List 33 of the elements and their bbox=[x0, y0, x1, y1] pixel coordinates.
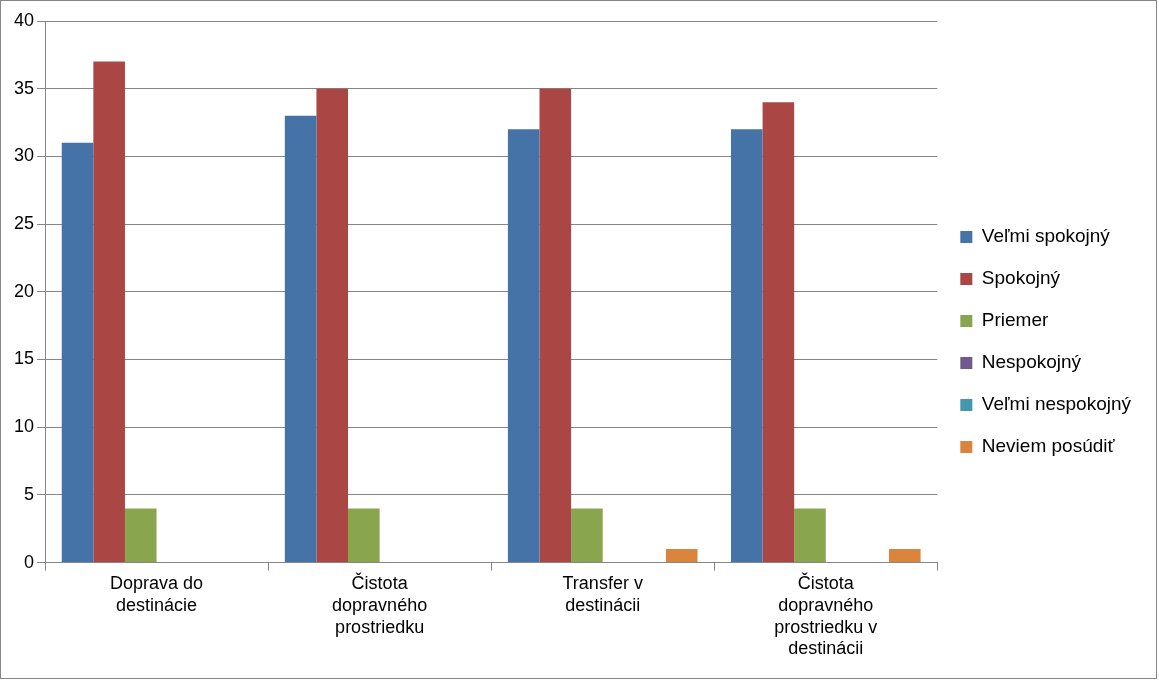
y-tick-label: 25 bbox=[13, 213, 35, 234]
bar bbox=[571, 508, 603, 563]
bar bbox=[61, 142, 94, 563]
x-tick-label: Čistota dopravného prostriedku bbox=[332, 572, 428, 637]
bar bbox=[730, 129, 763, 563]
y-tick-label: 40 bbox=[13, 9, 35, 30]
y-tick-label: 35 bbox=[13, 77, 35, 98]
bar bbox=[348, 508, 380, 563]
bar bbox=[284, 115, 317, 563]
bar bbox=[124, 508, 157, 563]
legend-label: Priemer bbox=[981, 309, 1049, 331]
y-tick-label: 0 bbox=[24, 551, 35, 572]
bar bbox=[794, 508, 826, 563]
bar bbox=[888, 549, 921, 563]
legend-label: Neviem posúdiť bbox=[981, 435, 1116, 457]
y-tick-label: 15 bbox=[13, 348, 35, 369]
bar bbox=[539, 88, 572, 563]
bar bbox=[665, 549, 698, 563]
x-tick-label: Čistota dopravného prostriedku v destinácii bbox=[774, 572, 878, 659]
y-tick-label: 5 bbox=[24, 483, 35, 504]
legend-label: Nespokojný bbox=[981, 351, 1082, 373]
x-tick-label: Doprava do destinácie bbox=[110, 573, 204, 615]
y-tick-label: 10 bbox=[13, 416, 35, 437]
y-tick-label: 20 bbox=[13, 280, 35, 301]
bar bbox=[762, 102, 795, 563]
x-tick-label: Transfer v destinácii bbox=[562, 573, 643, 615]
bar bbox=[316, 88, 349, 563]
legend-label: Spokojný bbox=[981, 267, 1061, 289]
bar bbox=[507, 129, 540, 563]
legend-label: Veľmi nespokojný bbox=[981, 393, 1132, 415]
legend-label: Veľmi spokojný bbox=[981, 225, 1111, 247]
y-tick-label: 30 bbox=[13, 145, 35, 166]
bar bbox=[93, 61, 125, 563]
